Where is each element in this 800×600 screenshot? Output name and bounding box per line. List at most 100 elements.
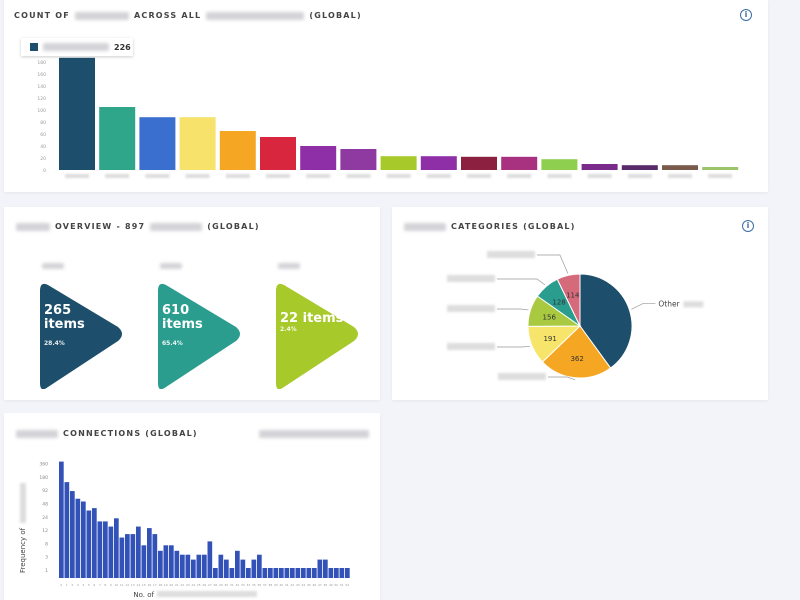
- histogram-bar: [108, 526, 114, 578]
- x-tick-label: 1: [66, 583, 68, 587]
- bar: [662, 165, 698, 170]
- triangle-count: 610 items: [162, 303, 203, 332]
- x-tick-label: 34: [246, 583, 250, 587]
- histogram-bar: [70, 491, 75, 578]
- histogram-bar: [119, 537, 125, 578]
- tooltip-value: 226: [114, 42, 131, 52]
- redacted-text: [683, 301, 704, 308]
- redacted-dropdown[interactable]: [259, 430, 369, 438]
- histogram-bar: [328, 568, 334, 578]
- x-tick-label: 6: [93, 583, 95, 587]
- bar: [621, 165, 658, 170]
- triangle-count: 265 items: [44, 303, 85, 332]
- x-tick-label: 40: [279, 583, 283, 587]
- x-tick-label: 9: [110, 583, 112, 587]
- overview-triangle: 265 items 28.4%: [38, 259, 128, 389]
- redacted-text: [160, 263, 182, 269]
- x-tick-label-redacted: [185, 174, 210, 178]
- x-tick-label: 50: [334, 583, 338, 587]
- leader-line: [537, 254, 569, 274]
- redacted-text: [20, 483, 26, 523]
- y-tick-label: 80: [40, 120, 46, 126]
- overview-title: OVERVIEW - 897 (GLOBAL): [16, 222, 260, 231]
- histogram-bar: [207, 541, 213, 578]
- x-tick-label-redacted: [225, 174, 250, 178]
- categories-title: CATEGORIES (GLOBAL): [404, 222, 576, 231]
- x-tick-label: 16: [147, 583, 151, 587]
- bar: [501, 156, 538, 170]
- overview-triangle: 610 items 65.4%: [156, 259, 246, 389]
- redacted-text: [42, 263, 64, 269]
- x-tick-label: 30: [224, 583, 228, 587]
- redacted-text: [206, 11, 305, 20]
- info-icon[interactable]: i: [740, 9, 752, 21]
- x-tick-label: 11: [120, 583, 124, 587]
- histogram-bar: [59, 461, 64, 578]
- x-tick-label-redacted: [708, 174, 733, 178]
- pie-slice: [579, 273, 633, 369]
- title-text: CATEGORIES (GLOBAL): [451, 222, 576, 231]
- y-tick-label: 100: [37, 108, 46, 114]
- x-tick-label: 43: [296, 583, 300, 587]
- pie-slice: [556, 273, 581, 327]
- x-tick-label: 28: [213, 583, 217, 587]
- x-tick-label: 12: [125, 583, 129, 587]
- y-tick-label: 180: [37, 60, 46, 66]
- x-tick-label: 32: [235, 583, 239, 587]
- x-tick-label: 48: [323, 583, 327, 587]
- redacted-text: [43, 43, 109, 51]
- bar: [179, 117, 216, 170]
- y-tick-label: 120: [37, 96, 46, 102]
- x-tick-label: 44: [301, 583, 305, 587]
- leader-line: [497, 345, 530, 348]
- x-tick-label: 4: [82, 583, 84, 587]
- histogram-bar: [130, 534, 136, 578]
- info-icon[interactable]: i: [742, 220, 754, 232]
- bar: [380, 156, 417, 170]
- y-tick-label: 0: [43, 168, 46, 174]
- slice-label-redacted: [447, 275, 495, 282]
- bar: [99, 107, 136, 170]
- bar: [260, 137, 296, 170]
- histogram-bar: [75, 498, 81, 578]
- redacted-text: [16, 222, 50, 231]
- leader-line: [548, 376, 576, 381]
- histogram-bar: [317, 559, 323, 578]
- x-tick-label: 35: [252, 583, 256, 587]
- leader-line: [631, 302, 656, 310]
- count-bar-chart: 0 20 40 60 80 100 120 140 160 180: [37, 57, 739, 178]
- slice-value: 156: [543, 313, 557, 321]
- connections-title: CONNECTIONS (GLOBAL): [16, 429, 198, 438]
- y-tick-label: 40: [40, 144, 46, 150]
- leader-line: [497, 278, 546, 286]
- redacted-text: [157, 591, 257, 597]
- bar: [59, 57, 95, 170]
- y-tick-label: 140: [37, 84, 46, 90]
- triangle-percent: 2.4%: [280, 326, 297, 333]
- x-tick-label: 45: [307, 583, 311, 587]
- x-tick-label: 39: [274, 583, 278, 587]
- histogram-bar: [191, 559, 196, 578]
- histogram-bar: [218, 554, 224, 578]
- title-text: CONNECTIONS (GLOBAL): [63, 429, 198, 438]
- x-tick-label: 41: [285, 583, 289, 587]
- x-tick-label-redacted: [587, 174, 612, 178]
- x-tick-label: 38: [268, 583, 272, 587]
- x-tick-label-redacted: [105, 174, 130, 178]
- x-tick-label: 17: [153, 583, 157, 587]
- x-tick-label: 27: [208, 583, 212, 587]
- histogram-bar: [202, 554, 207, 578]
- x-tick-label-redacted: [346, 174, 371, 178]
- histogram-bar: [103, 521, 108, 578]
- redacted-text: [404, 222, 446, 231]
- slice-label-redacted: [447, 305, 495, 312]
- x-tick-label: 37: [263, 583, 267, 587]
- x-tick-label-redacted: [467, 174, 491, 178]
- redacted-text: [150, 222, 203, 231]
- histogram-bar: [262, 568, 268, 578]
- chart-tooltip: 226: [21, 38, 133, 56]
- triangle-count: 22 items: [280, 311, 344, 326]
- x-tick-label: 13: [131, 583, 135, 587]
- histogram-bar: [147, 528, 152, 578]
- histogram-bar: [290, 568, 295, 578]
